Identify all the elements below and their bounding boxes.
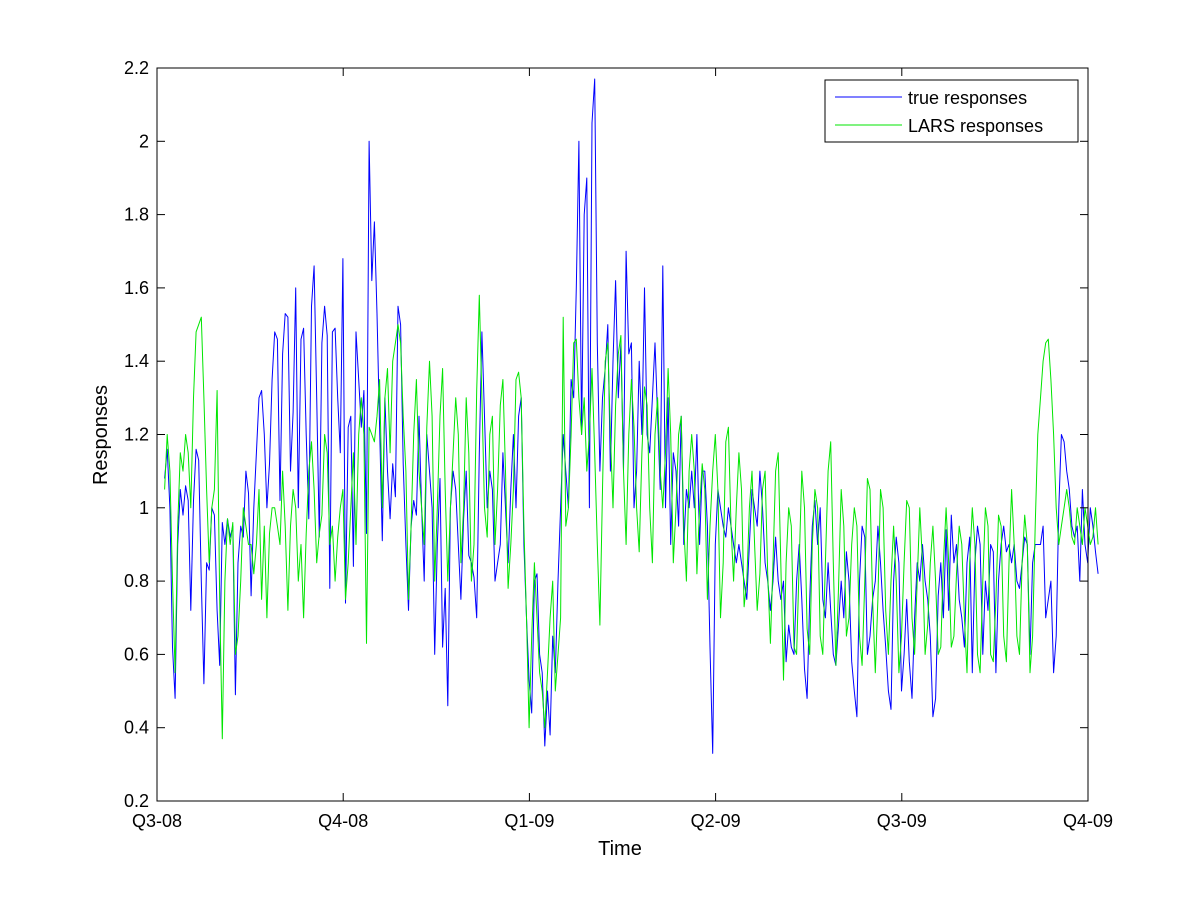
- y-tick-label: 1.4: [124, 351, 149, 371]
- ticks-group: [156, 67, 1089, 802]
- y-tick-label: 0.2: [124, 791, 149, 811]
- y-tick-label: 2: [139, 131, 149, 151]
- x-tick-label: Q4-09: [1063, 811, 1113, 831]
- series-line-lars-responses: [164, 294, 1099, 740]
- y-tick-label: 0.4: [124, 718, 149, 738]
- legend-label-true-responses: true responses: [908, 88, 1027, 108]
- legend-box: [824, 79, 1079, 143]
- legend-label-lars-responses: LARS responses: [908, 116, 1043, 136]
- x-axis-title: Time: [598, 838, 642, 860]
- tick-labels-group: 0.2 0.4 0.6 0.8 1 1.2 1.4 1.6 1.8 2 2.2 Q3-08 Q4-08 Q…: [124, 58, 1113, 831]
- y-tick-label: 0.6: [124, 644, 149, 664]
- y-tick-label: 1.2: [124, 425, 149, 445]
- x-tick-label: Q4-08: [318, 811, 368, 831]
- x-tick-label: Q3-08: [132, 811, 182, 831]
- legend: true responses LARS responses: [824, 79, 1079, 143]
- y-tick-label: 0.8: [124, 571, 149, 591]
- y-tick-label: 1.6: [124, 278, 149, 298]
- x-tick-label: Q2-09: [691, 811, 741, 831]
- y-tick-label: 1.8: [124, 205, 149, 225]
- y-tick-label: 2.2: [124, 58, 149, 78]
- series-group: [164, 78, 1099, 754]
- y-axis-title: Responses: [90, 385, 112, 485]
- x-tick-label: Q1-09: [504, 811, 554, 831]
- y-tick-label: 1: [139, 498, 149, 518]
- x-tick-label: Q3-09: [877, 811, 927, 831]
